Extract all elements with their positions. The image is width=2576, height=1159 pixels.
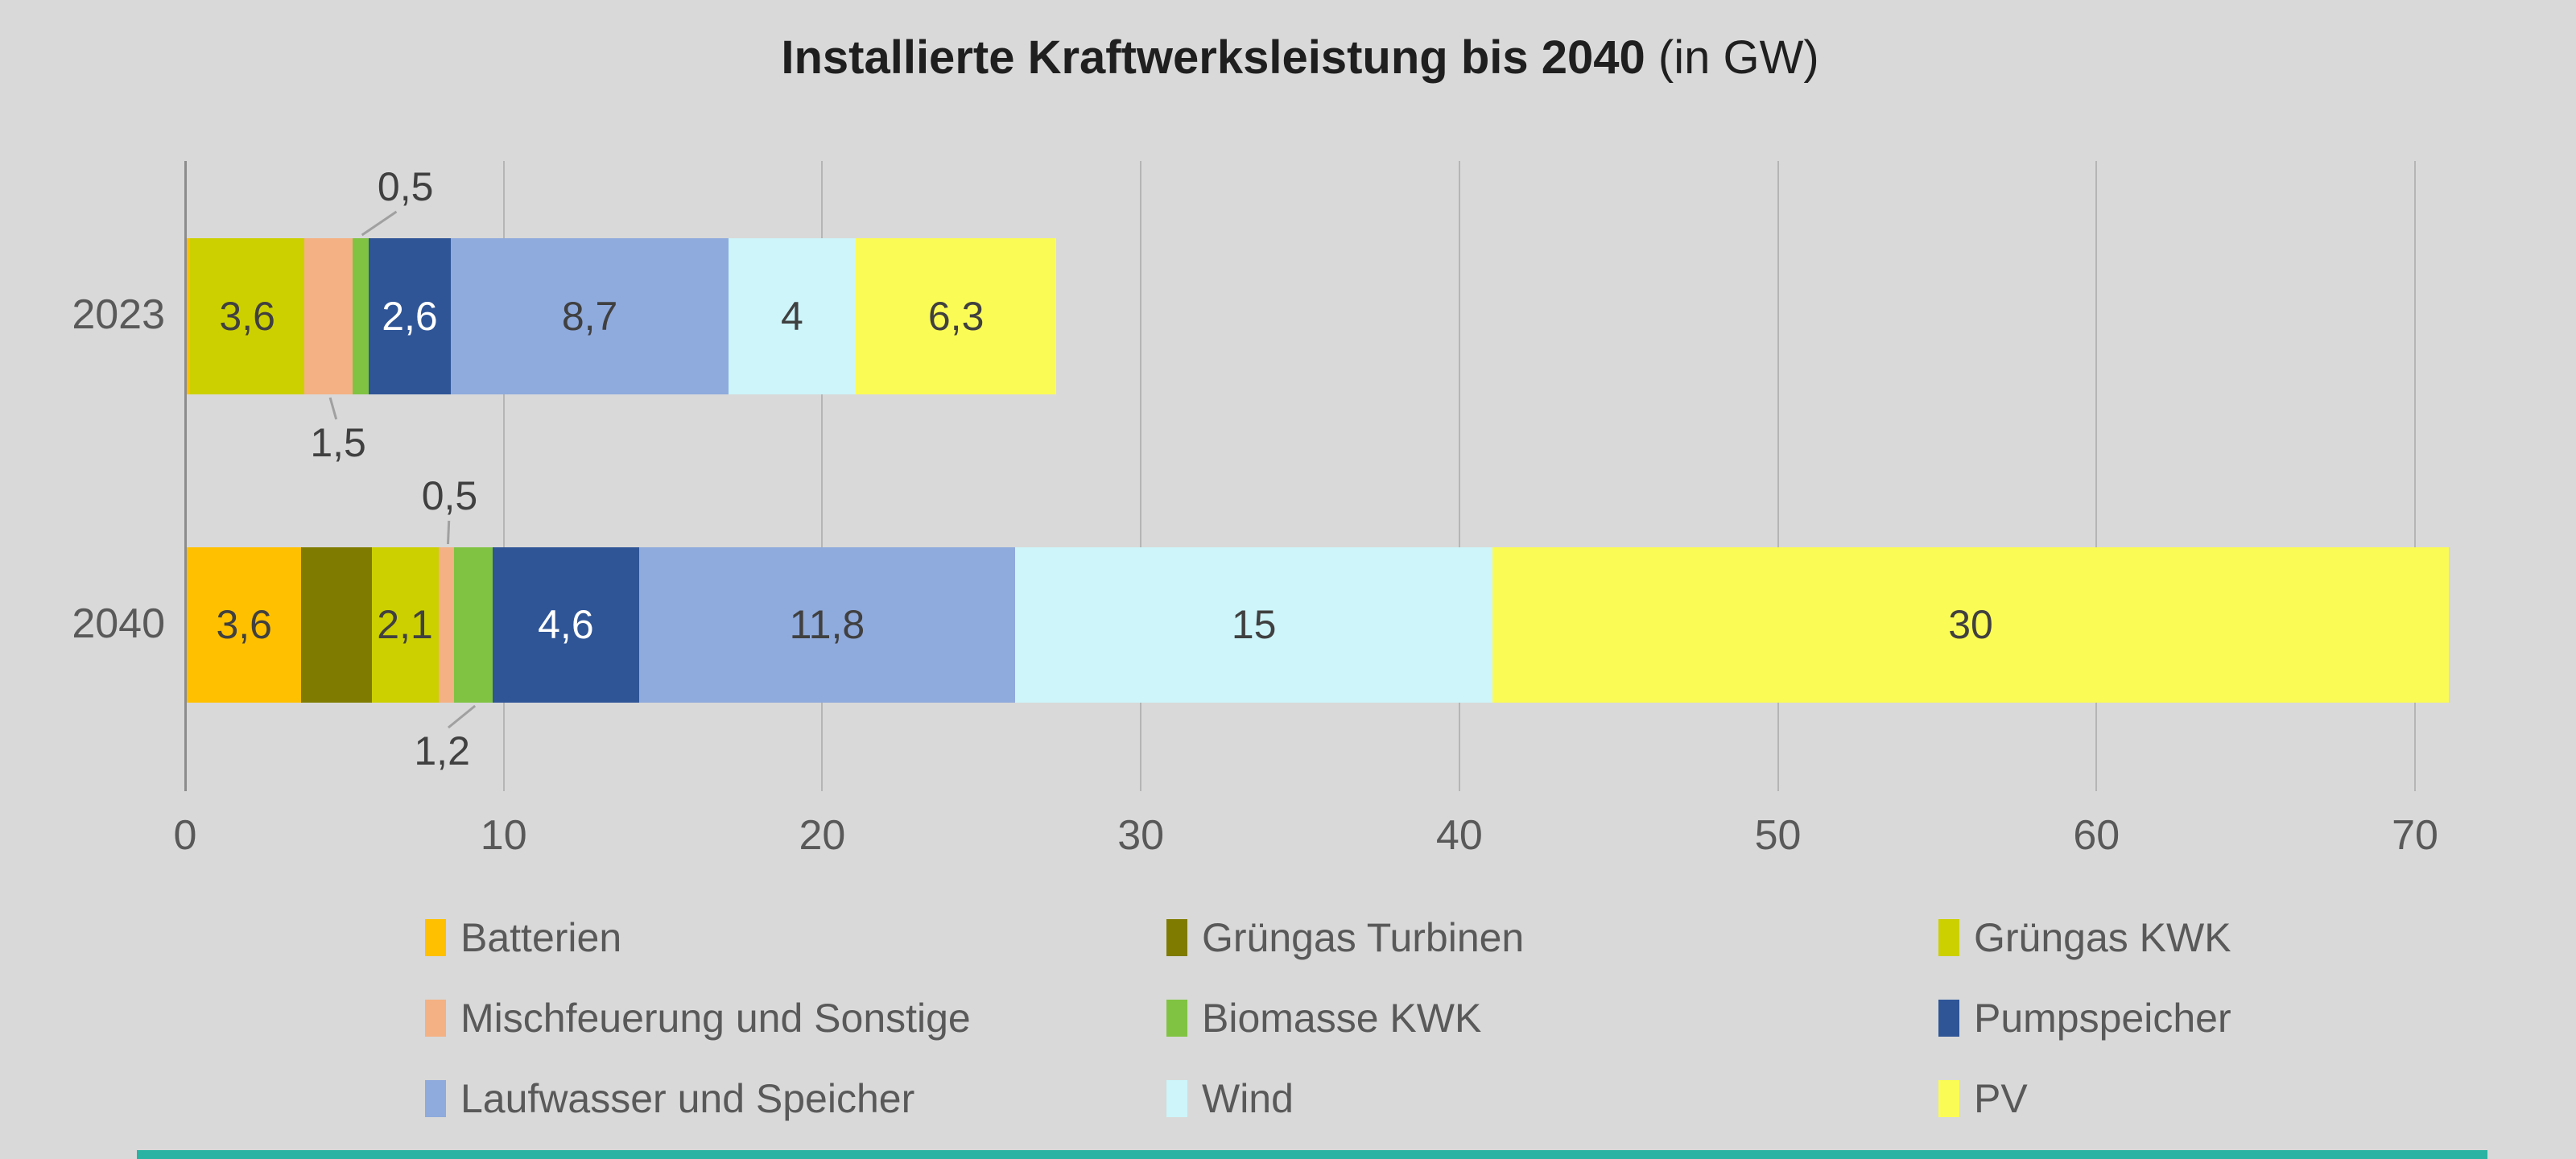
callout-leader-line <box>328 397 338 420</box>
legend-label: PV <box>1974 1076 2028 1121</box>
bar-segment <box>368 238 452 394</box>
x-tick-label: 10 <box>480 812 527 859</box>
legend-item: Biomasse KWK <box>1166 994 1481 1042</box>
legend-item: Laufwasser und Speicher <box>425 1074 914 1123</box>
bar-value-label: 8,7 <box>561 294 618 339</box>
bar-segment <box>728 238 856 394</box>
callout-leader-line <box>447 704 477 729</box>
x-tick-label: 70 <box>2392 812 2438 859</box>
legend-swatch <box>1166 919 1187 956</box>
bar-value-label: 2,6 <box>382 294 438 339</box>
year-label: 2040 <box>72 600 165 647</box>
legend-item: Pumpspeicher <box>1938 994 2231 1042</box>
gridline <box>821 161 824 791</box>
callout-value-label: 1,5 <box>310 420 366 465</box>
gridline <box>2095 161 2098 791</box>
bar-segment <box>451 238 729 394</box>
legend-swatch <box>1938 1080 1959 1117</box>
legend-item: Grüngas KWK <box>1938 914 2231 962</box>
bar-value-label: 4 <box>780 294 803 339</box>
bottom-accent-strip <box>137 1150 2487 1159</box>
legend-item: Grüngas Turbinen <box>1166 914 1524 962</box>
gridline <box>2414 161 2416 791</box>
x-tick-label: 20 <box>799 812 846 859</box>
chart-title-unit: (in GW) <box>1645 31 1819 84</box>
x-tick-label: 60 <box>2073 812 2120 859</box>
callout-value-label: 0,5 <box>377 164 434 209</box>
bar-segment <box>1492 547 2449 703</box>
legend-label: Grüngas KWK <box>1974 915 2231 960</box>
bar-segment <box>371 547 439 703</box>
callout-value-label: 1,2 <box>414 728 470 773</box>
bar-segment <box>187 238 190 394</box>
gridline <box>1777 161 1779 791</box>
bar-segment <box>187 547 302 703</box>
legend-swatch <box>425 1080 446 1117</box>
bar-value-label: 30 <box>1948 602 1993 647</box>
bar-segment <box>856 238 1057 394</box>
callout-value-label: 0,5 <box>421 473 478 518</box>
chart-title: Installierte Kraftwerksleistung bis 2040… <box>185 31 2415 85</box>
callout-leader-line <box>361 210 398 237</box>
bar-segment <box>301 547 372 703</box>
x-tick-label: 30 <box>1117 812 1165 859</box>
bar-segment <box>492 547 639 703</box>
legend-label: Laufwasser und Speicher <box>460 1076 915 1121</box>
bar-segment <box>638 547 1015 703</box>
legend-label: Batterien <box>460 915 622 960</box>
bar-value-label: 3,6 <box>219 294 275 339</box>
bar-segment <box>438 547 455 703</box>
gridline <box>1458 161 1460 791</box>
bar-segment <box>352 238 369 394</box>
bar-segment <box>1014 547 1493 703</box>
bar-value-label: 3,6 <box>216 602 272 647</box>
x-tick-label: 50 <box>1754 812 1802 859</box>
legend-label: Biomasse KWK <box>1202 996 1482 1041</box>
x-tick-label: 40 <box>1435 812 1483 859</box>
year-label: 2023 <box>72 291 165 338</box>
legend-label: Grüngas Turbinen <box>1202 915 1525 960</box>
gridline <box>502 161 505 791</box>
legend-item: Wind <box>1166 1074 1294 1123</box>
legend-swatch <box>1938 919 1959 956</box>
bar-value-label: 4,6 <box>538 602 594 647</box>
bar-segment <box>454 547 493 703</box>
chart-title-main: Installierte Kraftwerksleistung bis 2040 <box>781 31 1645 84</box>
legend-swatch <box>425 1000 446 1037</box>
legend-label: Pumpspeicher <box>1974 996 2231 1041</box>
bar-value-label: 2,1 <box>377 602 433 647</box>
bar-segment <box>189 238 305 394</box>
legend-swatch <box>1166 1080 1187 1117</box>
bar-segment <box>304 238 353 394</box>
callout-leader-line <box>447 520 451 545</box>
legend-label: Wind <box>1202 1076 1294 1121</box>
bar-value-label: 15 <box>1231 602 1277 647</box>
legend-item: Batterien <box>425 914 621 962</box>
legend-label: Mischfeuerung und Sonstige <box>460 996 971 1041</box>
bar-value-label: 11,8 <box>789 602 865 647</box>
x-tick-label: 0 <box>173 812 197 859</box>
legend-swatch <box>1938 1000 1959 1037</box>
y-axis-line <box>184 161 187 791</box>
legend-item: PV <box>1938 1074 2028 1123</box>
bar-value-label: 6,3 <box>927 294 985 339</box>
legend-swatch <box>425 919 446 956</box>
gridline <box>1140 161 1142 791</box>
legend-item: Mischfeuerung und Sonstige <box>425 994 971 1042</box>
legend-swatch <box>1166 1000 1187 1037</box>
